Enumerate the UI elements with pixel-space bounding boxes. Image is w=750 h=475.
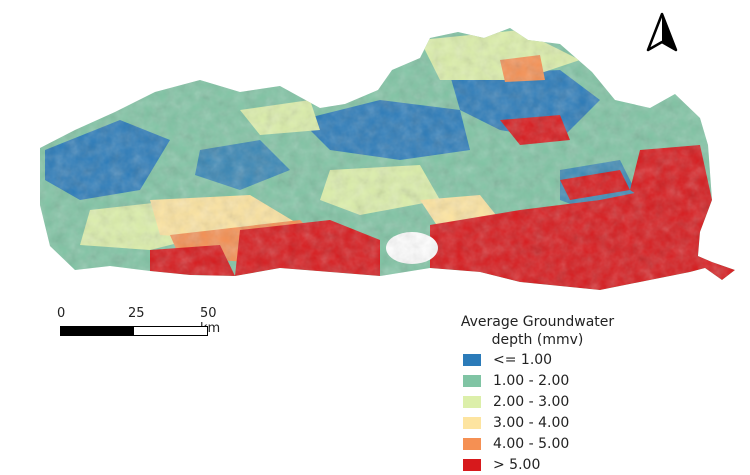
legend-label: > 5.00	[493, 456, 541, 473]
north-arrow-icon	[642, 12, 682, 54]
legend-swatch	[463, 437, 481, 450]
legend-swatch	[463, 353, 481, 366]
legend-label: 2.00 - 3.00	[493, 393, 570, 410]
legend: Average Groundwater depth (mmv) <= 1.00 …	[455, 313, 655, 475]
legend-title: Average Groundwater depth (mmv)	[455, 313, 620, 349]
legend-item: 3.00 - 4.00	[455, 412, 655, 433]
legend-item: 1.00 - 2.00	[455, 370, 655, 391]
legend-label: 3.00 - 4.00	[493, 414, 570, 431]
legend-item: > 5.00	[455, 454, 655, 475]
legend-swatch	[463, 458, 481, 471]
legend-swatch	[463, 416, 481, 429]
scale-bar-graphic	[60, 326, 208, 336]
legend-swatch	[463, 395, 481, 408]
legend-label: 4.00 - 5.00	[493, 435, 570, 452]
legend-item: 4.00 - 5.00	[455, 433, 655, 454]
legend-label: <= 1.00	[493, 351, 553, 368]
legend-swatch	[463, 374, 481, 387]
legend-label: 1.00 - 2.00	[493, 372, 570, 389]
legend-title-line1: Average Groundwater	[460, 314, 615, 330]
scale-label-0: 0	[57, 306, 66, 321]
legend-item: <= 1.00	[455, 349, 655, 370]
scale-label-25: 25	[128, 306, 145, 321]
legend-title-line2: depth (mmv)	[491, 332, 584, 348]
groundwater-depth-map	[40, 28, 735, 290]
legend-item: 2.00 - 3.00	[455, 391, 655, 412]
scale-bar: 0 25 50 km	[52, 306, 222, 346]
